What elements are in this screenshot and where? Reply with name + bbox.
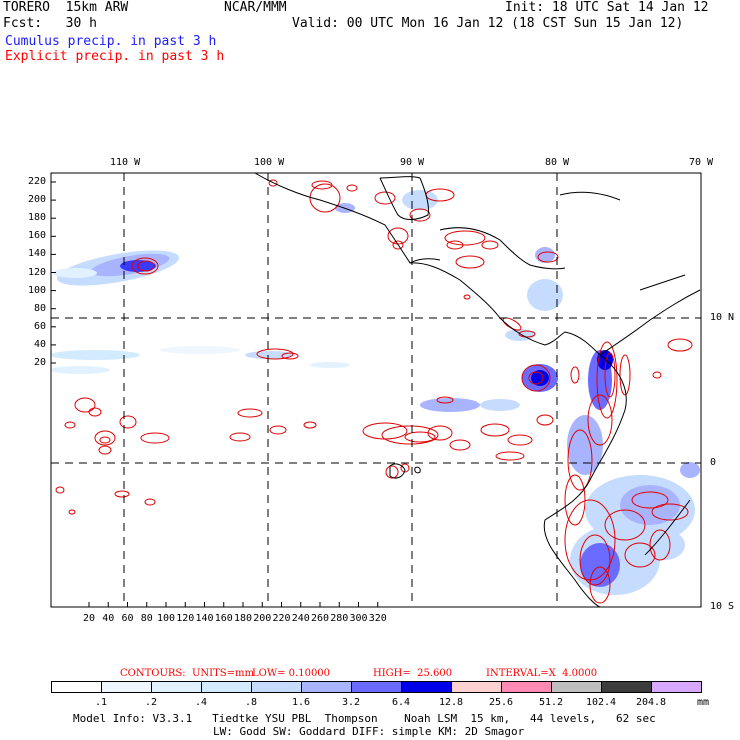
colorbar-label: 6.4	[391, 697, 411, 708]
lon-label-80w: 80 W	[545, 157, 570, 168]
cumulus-legend: Cumulus precip. in past 3 h	[5, 34, 217, 49]
colorbar-label: 12.8	[438, 697, 464, 708]
colorbar-label: 102.4	[585, 697, 617, 708]
x-tick-label: 60	[121, 613, 134, 624]
colorbar-swatch	[101, 681, 152, 693]
colorbar-swatch	[251, 681, 302, 693]
colorbar-swatch	[651, 681, 702, 693]
colorbar-label: 51.2	[538, 697, 564, 708]
y-tick-label: 140	[27, 248, 46, 260]
x-tick-label: 300	[349, 613, 368, 624]
x-tick-label: 320	[368, 613, 387, 624]
colorbar-label: .4	[194, 697, 208, 708]
valid-time: Valid: 00 UTC Mon 16 Jan 12 (18 CST Sun …	[292, 16, 684, 31]
lon-label-90w: 90 W	[400, 157, 425, 168]
x-tick-label: 40	[102, 613, 115, 624]
x-tick-label: 80	[140, 613, 153, 624]
coastlines	[254, 173, 701, 607]
contour-units: UNITS=mm	[192, 668, 254, 679]
colorbar-swatch	[351, 681, 402, 693]
x-tick-label: 280	[330, 613, 349, 624]
colorbar-swatch	[151, 681, 202, 693]
colorbar-label: 1.6	[291, 697, 311, 708]
model-info: Model Info: V3.3.1 Tiedtke YSU PBL Thomp…	[73, 712, 656, 725]
x-tick-label: 240	[291, 613, 310, 624]
y-tick-label: 180	[27, 212, 46, 224]
colorbar-label: .1	[94, 697, 108, 708]
x-tick-label: 100	[156, 613, 176, 624]
y-tick-label: 200	[27, 194, 46, 206]
lat-label-10s: 10 S	[710, 601, 735, 612]
x-tick-label: 220	[272, 613, 291, 624]
x-tick-label: 260	[310, 613, 330, 624]
colorbar-unit: mm	[697, 697, 710, 708]
y-tick-label: 100	[27, 284, 46, 296]
x-axis-ticks	[88, 602, 379, 607]
contour-high: HIGH= 25.600	[373, 668, 453, 679]
explicit-legend: Explicit precip. in past 3 h	[5, 49, 225, 64]
x-tick-label: 20	[82, 613, 96, 624]
y-tick-label: 80	[33, 302, 46, 314]
colorbar-label: 25.6	[488, 697, 514, 708]
colorbar-swatch	[301, 681, 352, 693]
colorbar-label: .2	[144, 697, 158, 708]
lat-label-0: 0	[710, 457, 717, 468]
y-tick-label: 160	[27, 230, 46, 242]
colorbar-swatch	[451, 681, 502, 693]
org-label: NCAR/MMM	[224, 0, 287, 15]
y-tick-label: 40	[33, 338, 46, 350]
x-tick-label: 140	[195, 613, 214, 624]
model-title: TORERO 15km ARW	[3, 0, 129, 15]
colorbar-label: 204.8	[635, 697, 667, 708]
contour-low: LOW= 0.10000	[252, 668, 331, 679]
colorbar-swatch	[601, 681, 652, 693]
contour-label: CONTOURS:	[120, 668, 186, 679]
y-axis-ticks	[51, 181, 56, 364]
colorbar-swatch	[51, 681, 102, 693]
colorbar-swatch	[551, 681, 602, 693]
model-physics: LW: Godd SW: Goddard DIFF: simple KM: 2D…	[213, 725, 525, 738]
colorbar-label: 3.2	[341, 697, 361, 708]
x-tick-label: 120	[176, 613, 195, 624]
colorbar-swatch	[401, 681, 452, 693]
plot-frame	[50, 172, 702, 608]
lat-lon-grid	[51, 173, 701, 607]
lon-label-110w: 110 W	[110, 157, 141, 168]
colorbar-swatch	[501, 681, 552, 693]
y-tick-label: 120	[27, 266, 46, 278]
colorbar-swatch	[201, 681, 252, 693]
x-tick-label: 180	[233, 613, 253, 624]
init-time: Init: 18 UTC Sat 14 Jan 12	[505, 0, 709, 15]
lat-label-10n: 10 N	[710, 312, 735, 323]
x-tick-label: 160	[214, 613, 233, 624]
x-tick-label: 200	[253, 613, 272, 624]
lon-label-100w: 100 W	[254, 157, 285, 168]
precip-field	[51, 173, 701, 607]
y-tick-label: 20	[33, 357, 46, 368]
colorbar-label: .8	[244, 697, 258, 708]
cumulus-precip-shading	[51, 190, 700, 595]
lon-label-70w: 70 W	[689, 157, 714, 168]
y-tick-label: 60	[33, 320, 46, 332]
contour-interval: INTERVAL=X 4.0000	[486, 668, 598, 679]
y-tick-label: 220	[27, 176, 46, 187]
forecast-hour: Fcst: 30 h	[3, 16, 97, 31]
